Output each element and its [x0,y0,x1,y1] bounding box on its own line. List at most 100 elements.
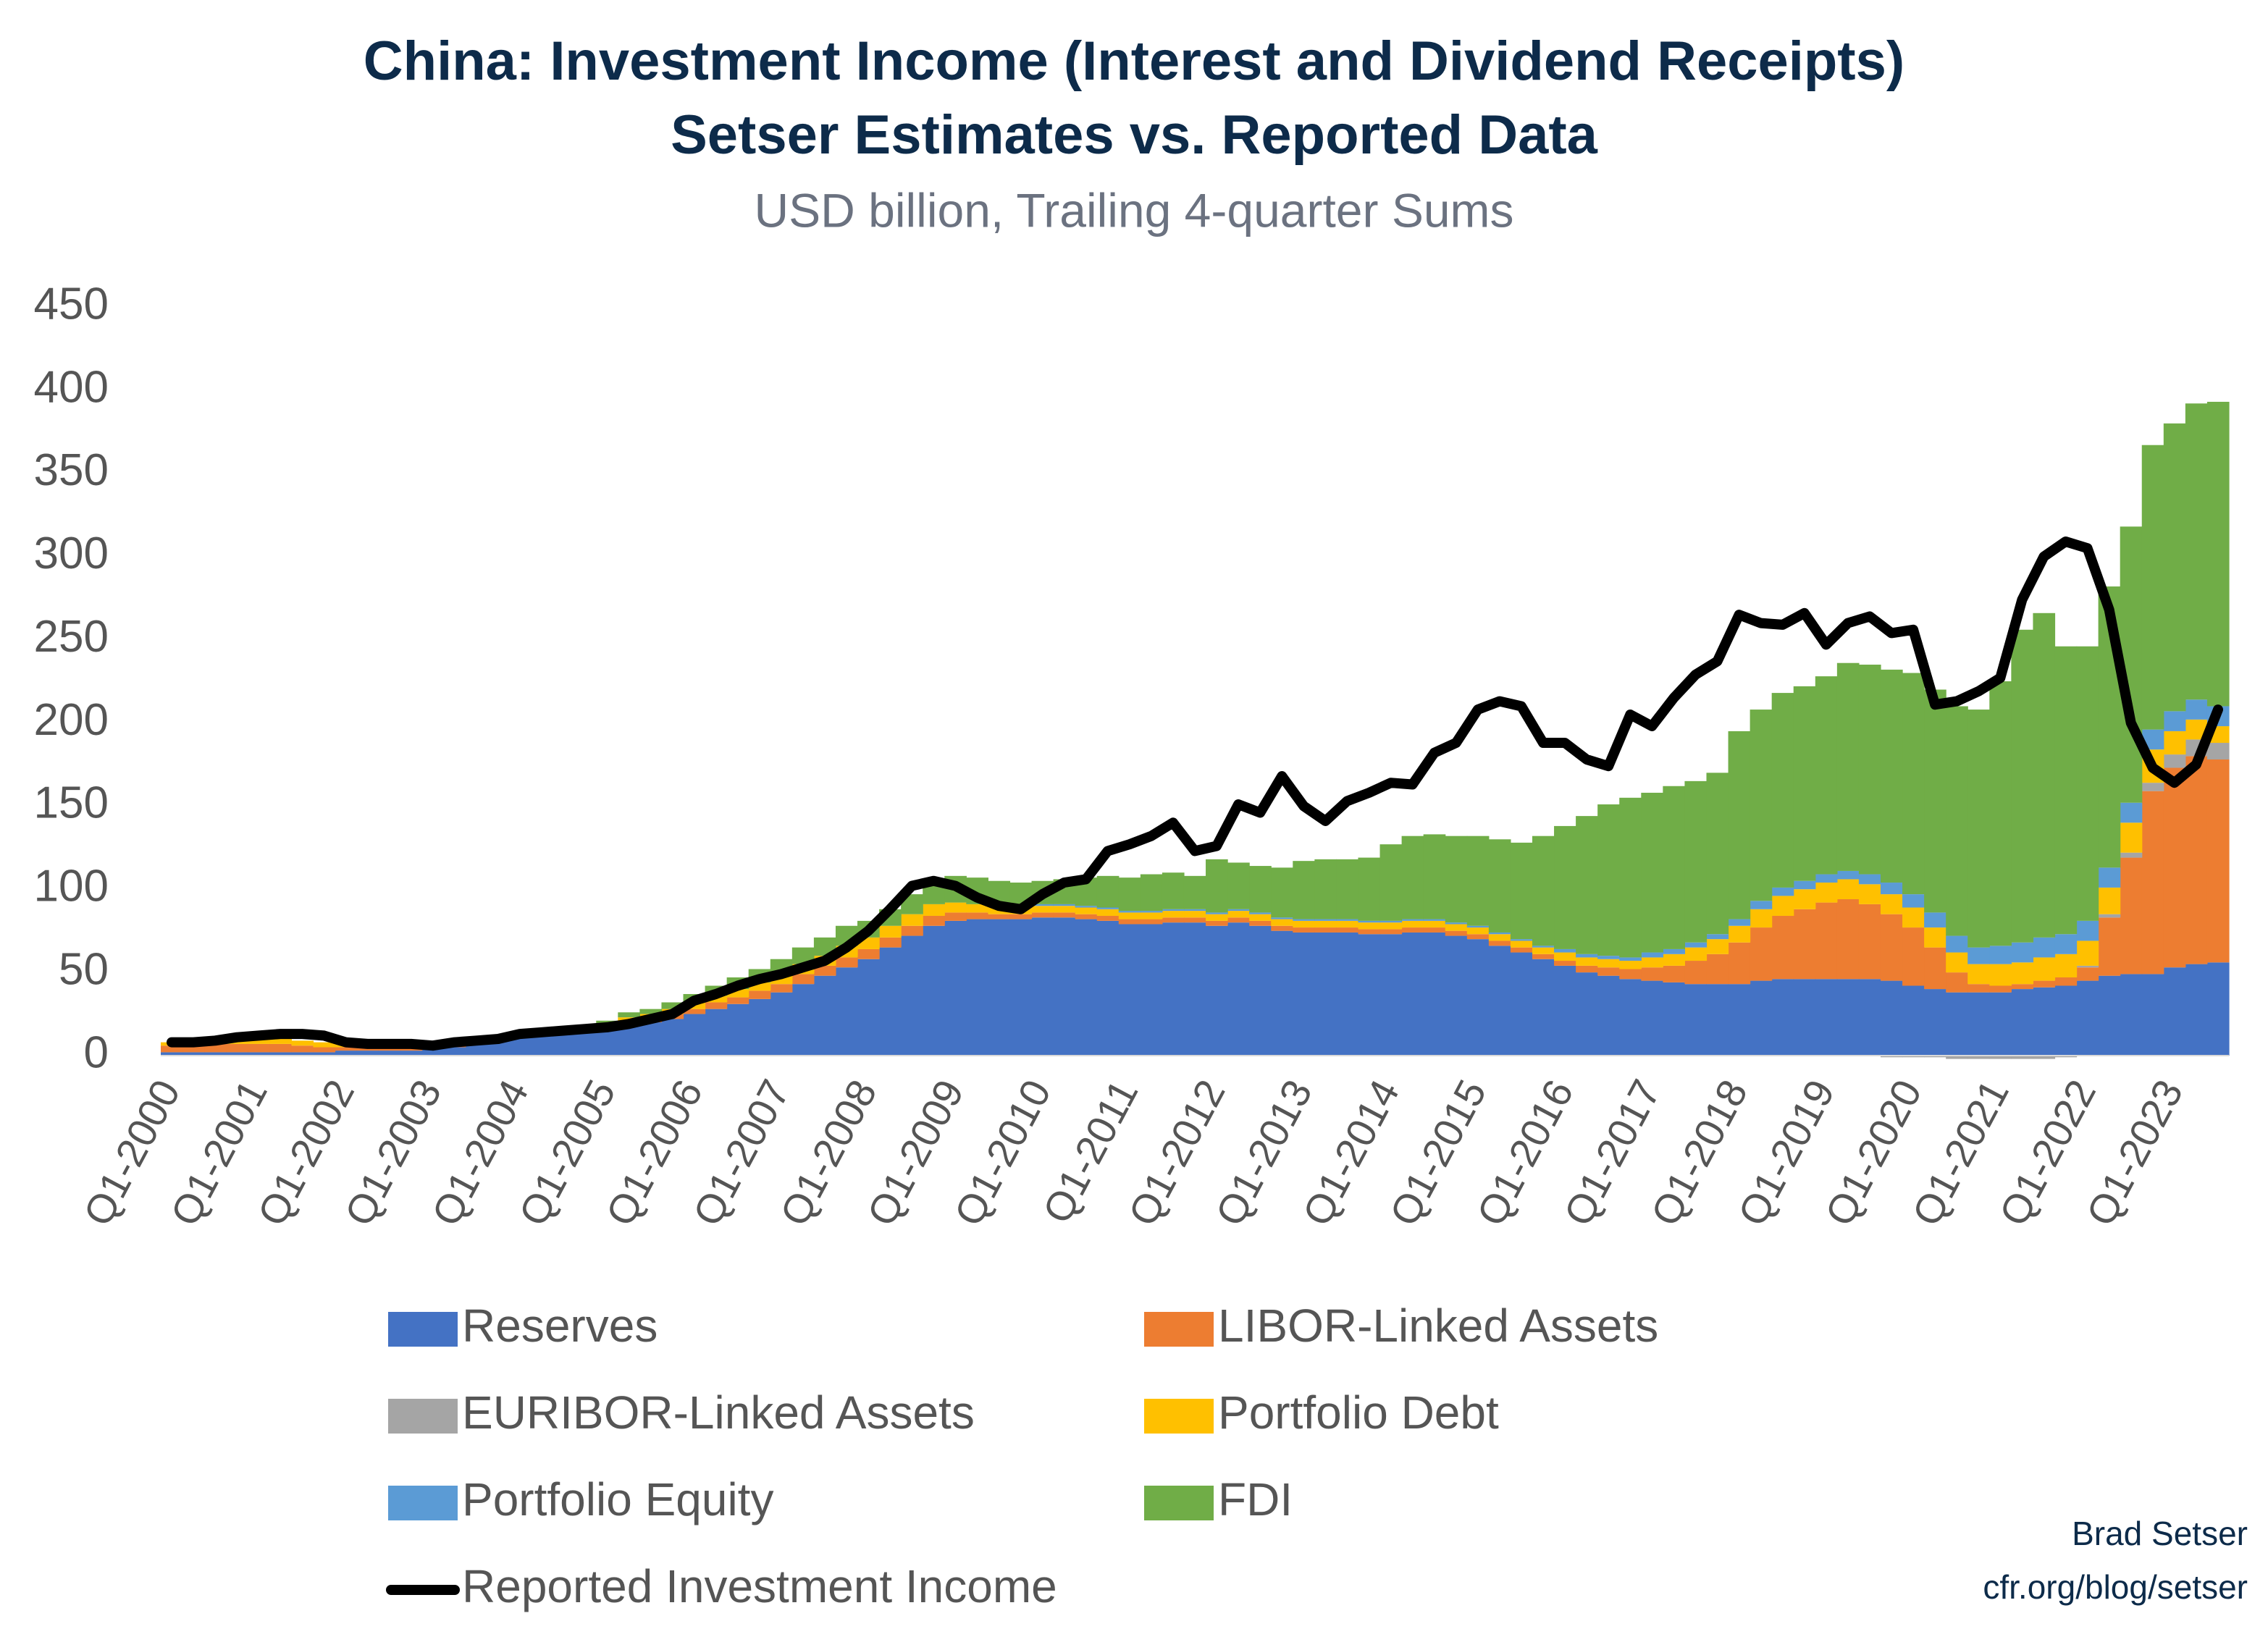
bar-segment [1140,924,1163,1056]
bar-segment [574,1032,597,1056]
bar-segment [1423,834,1446,919]
bar-segment [1619,797,1642,958]
bar-segment [1314,927,1337,933]
bar-segment [226,1043,248,1053]
bar-segment [1075,914,1098,919]
bar-segment [1902,673,1925,895]
bar-segment [879,947,902,1056]
bar-segment [988,919,1011,1056]
bar-segment [748,990,771,999]
bar-segment [1466,934,1490,940]
bar-segment [2076,980,2099,1056]
y-tick-label: 300 [34,529,109,578]
bar-segment [1096,875,1120,908]
bar-segment [1249,914,1272,921]
source: cfr.org/blog/setser [1983,1568,2248,1606]
bar-segment [465,1043,488,1056]
bar-segment [1445,924,1468,931]
bar-segment [857,948,880,959]
bar-segment [269,1043,292,1053]
bar-segment [1510,940,1533,948]
bar-segment [1597,804,1620,956]
bar-segment [1488,946,1511,1056]
bar-segment [1750,710,1773,901]
bar-segment [1793,889,1816,909]
bar-segment [161,1052,183,1056]
y-tick-label: 50 [59,944,109,994]
bar-segment [1728,942,1751,985]
bar-segment [1924,947,1946,990]
bar-segment [1663,954,1686,966]
bar-segment [1880,980,1903,1056]
bar-segment [1554,965,1576,1056]
bar-segment [1924,689,1946,913]
bar-segment [901,935,923,1056]
bar-segment [1183,911,1206,918]
bar-segment [923,915,945,926]
bar-segment [1532,947,1555,954]
bar-segment [2054,646,2078,935]
bar-segment [1554,952,1576,961]
bar-segment [1967,710,1990,948]
bar-segment [1206,925,1228,1056]
bar-segment [1096,915,1120,921]
bar-segment [2011,984,2034,990]
bar-segment [1206,859,1228,913]
bar-segment [2076,646,2099,921]
bar-segment [1445,922,1468,925]
bar-segment [1706,984,1729,1056]
bar-segment [901,914,923,926]
bar-segment [421,1048,445,1056]
bar-segment [2141,974,2164,1056]
line-series [167,536,2223,1051]
bar-segment [1249,920,1272,926]
bar-segment [1031,906,1054,913]
bar-segment [1227,909,1250,912]
bar-segment [2033,1056,2056,1059]
bar-segment [1162,917,1185,923]
bar-segment [1924,912,1946,928]
bar-segment [1641,980,1663,1056]
bar-segment [1728,925,1751,943]
bar-segment [2163,711,2186,731]
bar-segment [1423,927,1446,933]
source: Brad Setser [2072,1515,2248,1552]
bar-segment [639,1009,663,1014]
bar-segment [1946,972,1968,993]
bar-segment [1771,693,1794,888]
bar-segment [1423,920,1446,928]
bar-segment [1641,952,1663,958]
bar-segment [2054,977,2078,986]
bar-segment [1597,959,1620,968]
legend-label: EURIBOR-Linked Assets [462,1386,975,1439]
bar-segment [748,982,771,991]
bar-segment [2011,1056,2034,1059]
bar-segment [1532,959,1555,1056]
bar-segment [1096,920,1120,1056]
bar-segment [791,947,815,964]
bar-segment [1183,917,1206,923]
bar-segment [1401,920,1424,928]
bar-segment [1597,967,1620,976]
bar-segment [1466,835,1490,926]
bar-segment [1293,932,1315,1056]
bar-segment [2011,962,2034,985]
bar-segment [1445,835,1468,923]
bar-segment [2011,942,2034,963]
bar-segment [1401,919,1424,921]
bar-segment [2163,731,2186,755]
bar-segment [1946,1056,1968,1059]
bar-segment [182,1052,205,1056]
bar-segment [1293,919,1315,921]
bar-segment [1989,946,2012,964]
bar-segment [1488,932,1511,935]
bar-segment [1162,872,1185,909]
bar-segment [879,925,902,938]
bar-segment [618,1025,640,1056]
bar-segment [1989,985,2012,993]
bar-segment [2054,934,2078,954]
bar-segment [1031,912,1054,918]
bar-segment [705,1009,728,1056]
bar-segment [1206,920,1228,926]
bar-segment [1663,982,1686,1056]
